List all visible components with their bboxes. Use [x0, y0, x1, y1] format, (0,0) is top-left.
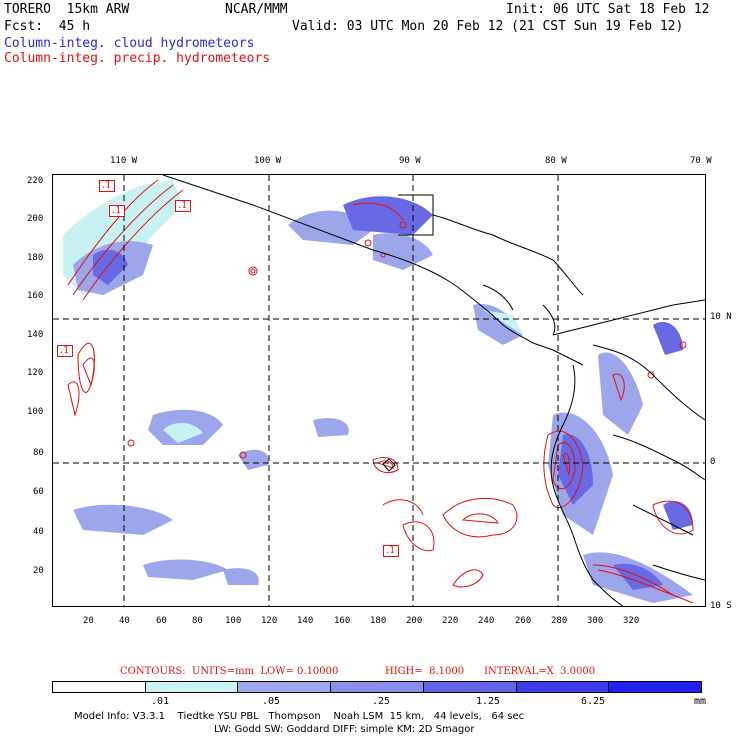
colorbar-swatch [609, 682, 702, 692]
lon-label-90w: 90 W [399, 156, 421, 166]
x-tick: 200 [406, 616, 423, 626]
x-tick: 140 [297, 616, 314, 626]
x-tick: 220 [442, 616, 459, 626]
colorbar-swatch [238, 682, 332, 692]
y-tick: 140 [27, 330, 44, 340]
y-tick: 60 [33, 487, 44, 497]
y-tick: 80 [33, 448, 44, 458]
colorbar-swatch [145, 682, 239, 692]
contour-label: .1 [99, 180, 115, 192]
x-tick: 260 [515, 616, 532, 626]
x-tick: 120 [261, 616, 278, 626]
x-tick: 60 [156, 616, 167, 626]
lon-label-80w: 80 W [545, 156, 567, 166]
contour-high: HIGH= 8.1000 [385, 666, 465, 677]
lon-label-70w: 70 W [690, 156, 712, 166]
contour-units: CONTOURS: UNITS=mm LOW= 0.10000 [120, 666, 339, 677]
y-tick: 20 [33, 566, 44, 576]
map-panel: .1 .1 .1 .1 .1 [52, 174, 706, 607]
y-tick: 40 [33, 527, 44, 537]
x-tick: 20 [83, 616, 94, 626]
model-name: TORERO 15km ARW [4, 2, 130, 17]
model-info-line2: LW: Godd SW: Goddard DIFF: simple KM: 2D… [214, 724, 475, 735]
x-tick: 180 [370, 616, 387, 626]
y-tick: 160 [27, 291, 44, 301]
graticule [53, 175, 705, 606]
model-info-line1: Model Info: V3.3.1 Tiedtke YSU PBL Thomp… [74, 711, 525, 722]
legend-cloud: Column-integ. cloud hydrometeors [4, 36, 255, 51]
colorbar-swatch [53, 682, 146, 692]
contour-interval: INTERVAL=X 3.0000 [484, 666, 596, 677]
contour-label: .1 [175, 200, 191, 212]
contour-label: .1 [57, 345, 73, 357]
y-tick: 180 [27, 253, 44, 263]
y-tick: 200 [27, 214, 44, 224]
coastlines [162, 174, 706, 607]
lat-label-0: 0 [710, 457, 716, 467]
y-tick: 120 [27, 368, 44, 378]
x-tick: 160 [334, 616, 351, 626]
lon-label-100w: 100 W [254, 156, 282, 166]
colorbar [52, 681, 702, 693]
init-time: Init: 06 UTC Sat 18 Feb 12 [506, 2, 710, 17]
colorbar-label: .25 [372, 696, 391, 707]
organization: NCAR/MMM [225, 2, 288, 17]
x-tick: 280 [551, 616, 568, 626]
cloud-shading [63, 180, 693, 603]
x-tick: 100 [225, 616, 242, 626]
x-tick: 300 [587, 616, 604, 626]
x-tick: 40 [119, 616, 130, 626]
x-tick: 240 [478, 616, 495, 626]
colorbar-label: 1.25 [476, 696, 501, 707]
colorbar-swatch [331, 682, 424, 692]
contour-label: .1 [383, 545, 399, 557]
y-tick: 220 [27, 176, 44, 186]
map-canvas [53, 174, 706, 607]
colorbar-swatch [516, 682, 610, 692]
contour-label: .1 [109, 205, 125, 217]
colorbar-swatch [423, 682, 517, 692]
x-tick: 80 [192, 616, 203, 626]
lat-label-10s: 10 S [710, 601, 732, 611]
colorbar-unit: mm [694, 696, 707, 707]
colorbar-label: .05 [262, 696, 281, 707]
lat-label-10n: 10 N [710, 312, 732, 322]
forecast-hour: Fcst: 45 h [4, 19, 91, 34]
legend-precip: Column-integ. precip. hydrometeors [4, 51, 271, 66]
colorbar-label: .01 [151, 696, 170, 707]
colorbar-label: 6.25 [581, 696, 606, 707]
precip-contours [67, 179, 694, 604]
y-tick: 100 [27, 407, 44, 417]
valid-time: Valid: 03 UTC Mon 20 Feb 12 (21 CST Sun … [292, 19, 684, 34]
lon-label-110w: 110 W [110, 156, 138, 166]
x-tick: 320 [623, 616, 640, 626]
